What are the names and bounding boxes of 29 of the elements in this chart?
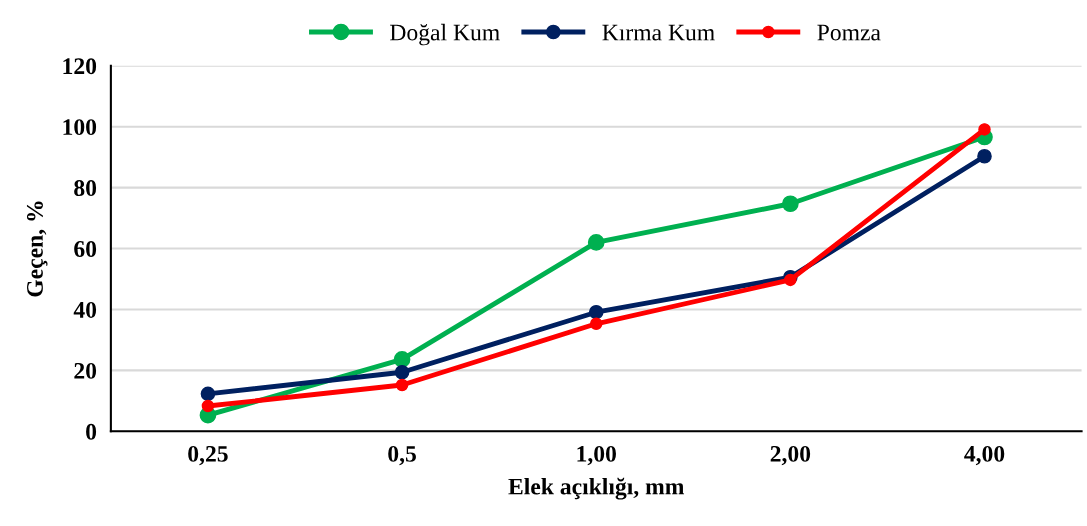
y-tick-label: 0 xyxy=(86,423,97,440)
point xyxy=(589,317,603,331)
point xyxy=(200,386,216,402)
y-tick-label: 80 xyxy=(74,180,97,197)
legend-label: Doğal Kum xyxy=(390,23,500,46)
y-tick-label: 60 xyxy=(74,241,97,257)
y-tick-label: 120 xyxy=(63,58,97,75)
point xyxy=(782,195,799,213)
x-tick-label: 0,25 xyxy=(188,445,228,466)
y-tick-label: 20 xyxy=(74,362,97,379)
point xyxy=(977,148,992,164)
x-tick-label: 4,00 xyxy=(964,445,1005,466)
point xyxy=(394,364,410,380)
legend-label: Kırma Kum xyxy=(602,24,715,41)
point xyxy=(201,399,215,413)
point xyxy=(784,273,797,287)
x-tick-label: 1,00 xyxy=(577,445,616,466)
x-tick-label: 2,00 xyxy=(770,445,811,466)
point xyxy=(393,351,411,368)
x-tick-label: 0,5 xyxy=(388,445,416,466)
x-axis-title: Elek açıklığı, mm xyxy=(508,477,685,500)
point xyxy=(587,234,605,251)
y-axis-title: Geçen, % xyxy=(26,201,48,297)
point xyxy=(395,378,409,392)
point xyxy=(588,304,604,320)
legend-label: Pomza xyxy=(817,24,881,41)
y-tick-label: 40 xyxy=(73,301,97,318)
y-tick-label: 100 xyxy=(63,119,97,136)
point xyxy=(978,123,991,136)
